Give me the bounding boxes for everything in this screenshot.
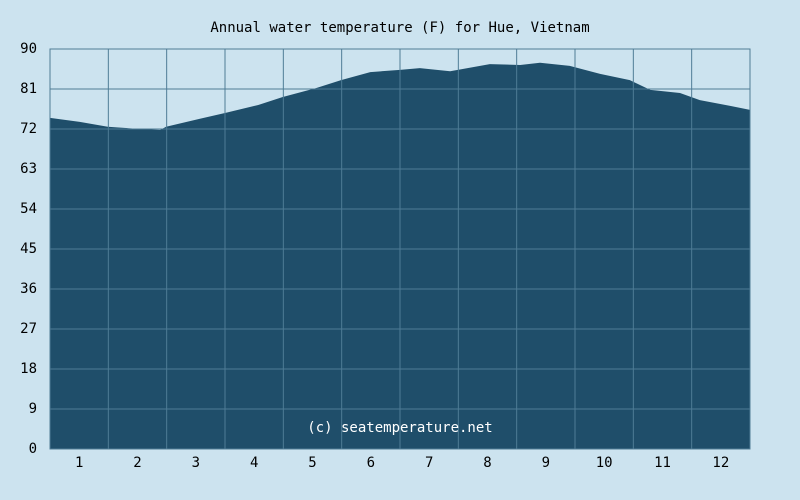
y-tick-label: 72 bbox=[20, 121, 37, 137]
x-tick-label: 6 bbox=[367, 455, 375, 471]
y-tick-label: 90 bbox=[20, 41, 37, 57]
x-tick-label: 5 bbox=[308, 455, 316, 471]
x-tick-label: 12 bbox=[712, 455, 729, 471]
y-tick-label: 9 bbox=[29, 401, 37, 417]
y-tick-label: 27 bbox=[20, 321, 37, 337]
y-tick-label: 81 bbox=[20, 81, 37, 97]
y-tick-label: 36 bbox=[20, 281, 37, 297]
x-tick-label: 1 bbox=[75, 455, 83, 471]
x-tick-label: 11 bbox=[654, 455, 671, 471]
x-tick-label: 8 bbox=[483, 455, 491, 471]
x-tick-label: 4 bbox=[250, 455, 258, 471]
y-tick-label: 45 bbox=[20, 241, 37, 257]
annotation: (c) seatemperature.net bbox=[307, 420, 492, 436]
plot-border bbox=[49, 48, 751, 450]
x-tick-label: 3 bbox=[192, 455, 200, 471]
x-tick-label: 2 bbox=[133, 455, 141, 471]
y-tick-label: 63 bbox=[20, 161, 37, 177]
y-tick-label: 0 bbox=[29, 441, 37, 457]
x-tick-label: 7 bbox=[425, 455, 433, 471]
y-tick-label: 54 bbox=[20, 201, 37, 217]
y-tick-label: 18 bbox=[20, 361, 37, 377]
x-tick-label: 10 bbox=[596, 455, 613, 471]
chart-title: Annual water temperature (F) for Hue, Vi… bbox=[210, 20, 589, 36]
x-tick-label: 9 bbox=[542, 455, 550, 471]
